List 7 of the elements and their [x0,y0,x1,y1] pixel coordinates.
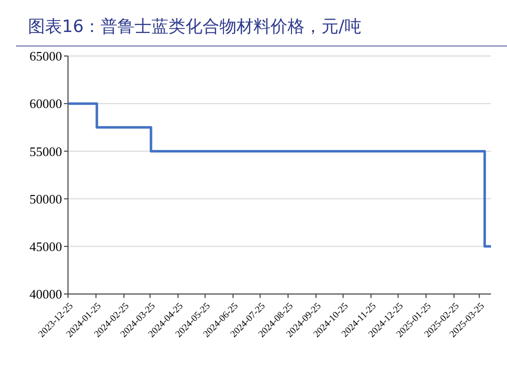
chart-title: 图表16：普鲁士蓝类化合物材料价格，元/吨 [28,17,362,37]
y-tick-label: 60000 [30,96,62,112]
y-tick-label: 40000 [30,286,62,302]
y-tick-label: 50000 [30,191,62,206]
y-tick-label: 55000 [30,144,62,159]
y-tick-label: 45000 [30,238,62,254]
y-tick-label: 65000 [30,48,62,64]
